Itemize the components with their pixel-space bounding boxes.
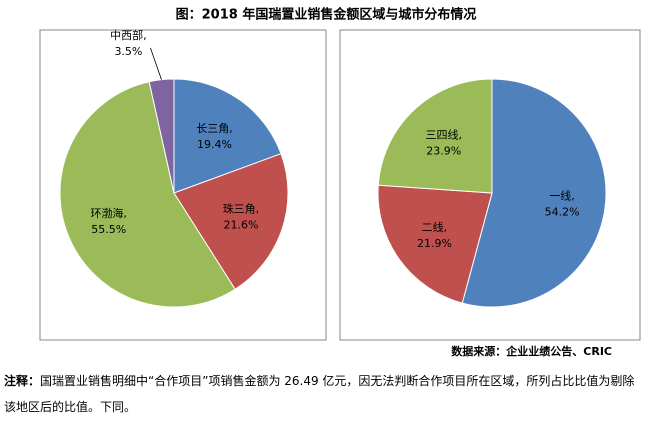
pie-slice [148, 78, 175, 194]
category-label: 二线, [422, 220, 448, 234]
data-label: 长三角, 19.4% [196, 122, 233, 151]
value-label: 19.4% [197, 138, 232, 151]
chart-frame [39, 29, 327, 341]
value-label: 54.2% [545, 205, 580, 218]
value-label: 21.6% [223, 219, 258, 232]
value-label: 3.5% [114, 45, 142, 58]
category-label: 环渤海, [90, 206, 127, 220]
category-label: 一线, [549, 188, 575, 202]
category-label: 长三角, [196, 122, 233, 135]
data-label: 三四线, 23.9% [426, 127, 463, 157]
note-text: 国瑞置业销售明细中“合作项目”项销售金额为 26.49 亿元，因无法判断合作项目… [4, 374, 635, 414]
note: 注释：国瑞置业销售明细中“合作项目”项销售金额为 26.49 亿元，因无法判断合… [4, 368, 644, 420]
category-label: 中西部, [110, 28, 147, 42]
data-label: 一线, 54.2% [545, 188, 580, 218]
category-label: 珠三角, [223, 202, 260, 216]
category-label: 三四线, [426, 127, 463, 141]
value-label: 21.9% [417, 237, 452, 250]
pie-slice [377, 78, 493, 194]
pie-slice [173, 78, 282, 194]
data-label: 珠三角, 21.6% [223, 202, 260, 232]
leader-line [150, 47, 162, 80]
pie-slice [173, 153, 289, 290]
pie-slice [377, 184, 493, 304]
pie-slice [461, 78, 607, 308]
pie-slice [59, 81, 236, 308]
source: 数据来源：企业业绩公告、CRIC [451, 344, 612, 358]
chart-frame [339, 29, 641, 341]
value-label: 55.5% [91, 223, 126, 236]
value-label: 23.9% [426, 144, 461, 157]
chart-title: 图：2018 年国瑞置业销售金额区域与城市分布情况 [176, 7, 477, 23]
data-label: 环渤海, 55.5% [90, 206, 127, 236]
chart: 图：2018 年国瑞置业销售金额区域与城市分布情况 数据来源：企业业绩公告、CR… [39, 7, 641, 358]
data-label: 二线, 21.9% [417, 220, 452, 250]
note-label: 注释： [4, 374, 41, 388]
data-label: 中西部, 3.5% [110, 28, 147, 58]
